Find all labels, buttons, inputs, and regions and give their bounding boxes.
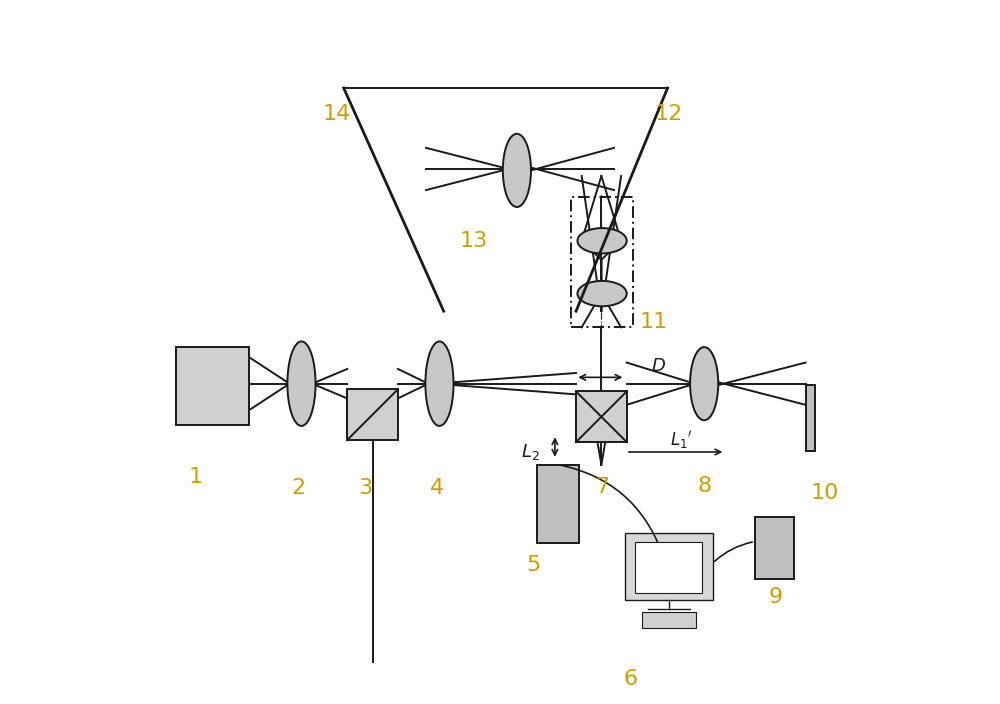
Text: 8: 8: [697, 476, 711, 496]
Text: 2: 2: [292, 478, 306, 498]
Text: 7: 7: [595, 477, 609, 497]
Text: 4: 4: [430, 478, 444, 498]
Text: 1: 1: [189, 467, 203, 487]
Text: $L_2$: $L_2$: [521, 442, 540, 462]
Bar: [571, 197, 633, 327]
Text: D: D: [651, 357, 665, 375]
Ellipse shape: [577, 281, 627, 306]
Bar: [625, 533, 713, 600]
Ellipse shape: [287, 341, 316, 426]
Bar: [642, 612, 696, 628]
Ellipse shape: [577, 228, 627, 253]
Bar: [576, 391, 627, 442]
Bar: [635, 542, 702, 593]
Text: $L_1{'}$: $L_1{'}$: [670, 429, 692, 451]
Text: 9: 9: [769, 587, 783, 607]
Bar: [755, 517, 794, 579]
Text: 14: 14: [323, 104, 351, 124]
Ellipse shape: [690, 347, 718, 420]
Bar: [806, 385, 815, 451]
Text: 6: 6: [623, 670, 637, 689]
Bar: [176, 347, 249, 425]
Text: 12: 12: [655, 104, 683, 124]
Text: 5: 5: [527, 555, 541, 575]
Text: 10: 10: [811, 483, 839, 503]
Ellipse shape: [503, 134, 531, 207]
Text: 11: 11: [639, 313, 668, 332]
Text: 3: 3: [358, 478, 372, 498]
Ellipse shape: [425, 341, 454, 426]
Bar: [347, 389, 398, 440]
Bar: [537, 465, 579, 543]
Text: 13: 13: [459, 231, 487, 251]
